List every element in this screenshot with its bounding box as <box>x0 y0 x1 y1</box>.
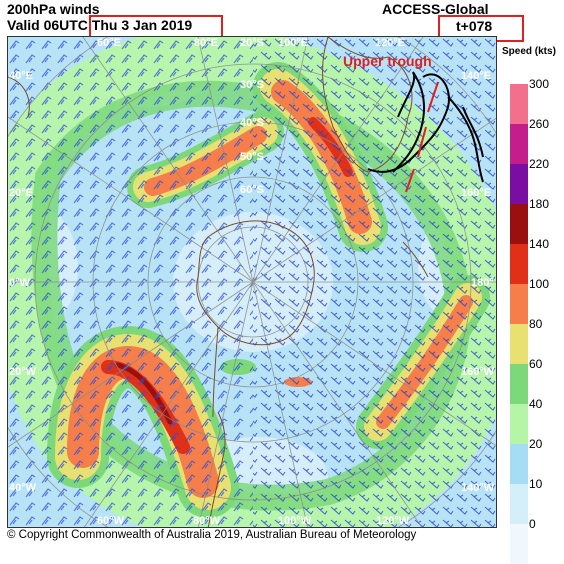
lon-label-bottom-2: 80°W <box>193 515 221 527</box>
legend-swatch <box>510 204 528 244</box>
legend-swatch <box>510 324 528 364</box>
legend-swatch <box>510 364 528 404</box>
legend-tick-label: 140 <box>529 237 550 251</box>
speed-legend: Speed (kts) 300 260 220 180 140 100 80 60 40 20 10… <box>500 36 564 564</box>
lat-label-20s: 20°S <box>240 37 264 49</box>
legend-swatch <box>510 444 528 484</box>
lon-label-left-2: 20°E <box>9 187 33 199</box>
legend-tick-label: 10 <box>529 477 543 491</box>
lon-label-left-3: 0°W <box>9 277 30 289</box>
lon-label-left-1: 40°E <box>9 70 33 82</box>
lon-label-left-5: 40°W <box>9 482 37 494</box>
legend-swatch <box>510 244 528 284</box>
model-name: ACCESS-Global <box>382 1 489 17</box>
lat-label-60s: 60°S <box>240 184 264 196</box>
legend-tick-label: 40 <box>529 397 543 411</box>
lon-label-right-1: 140°E <box>461 70 492 82</box>
chart-title: 200hPa winds <box>7 1 100 17</box>
lon-label-right-5: 140°W <box>461 482 495 494</box>
legend-tick-label: 0 <box>529 517 536 531</box>
lon-label-right-2: 160°E <box>461 187 492 199</box>
lon-label-bottom-1: 60°W <box>97 515 125 527</box>
legend-title: Speed (kts) <box>502 46 556 57</box>
legend-tick-label: 260 <box>529 117 550 131</box>
legend-tick-label: 80 <box>529 317 543 331</box>
wind-map: Upper trough <box>7 36 497 528</box>
legend-swatch <box>510 164 528 204</box>
legend-swatch <box>510 524 528 564</box>
lon-label-top-4: 120°E <box>375 37 406 49</box>
legend-swatch <box>510 284 528 324</box>
upper-trough-label: Upper trough <box>343 53 432 69</box>
lat-label-50s: 50°S <box>240 151 264 163</box>
legend-swatch <box>510 484 528 524</box>
legend-tick-label: 100 <box>529 277 550 291</box>
trough-axis-line <box>405 81 439 193</box>
legend-tick-label: 180 <box>529 197 550 211</box>
lead-time: t+078 <box>456 18 493 34</box>
upper-trough-sketch <box>367 71 484 183</box>
lon-label-top-2: 80°E <box>194 37 218 49</box>
legend-tick-label: 220 <box>529 157 550 171</box>
lon-label-top-3: 100°E <box>278 37 309 49</box>
lon-label-bottom-3: 100°W <box>278 515 312 527</box>
lon-label-right-3: 180° <box>471 277 494 289</box>
lon-label-bottom-4: 120°W <box>376 515 410 527</box>
lon-label-left-4: 20°W <box>9 366 37 378</box>
valid-time: Valid 06UTC Thu 3 Jan 2019 <box>7 17 193 33</box>
lon-label-right-4: 160°W <box>461 366 495 378</box>
legend-swatch <box>510 124 528 164</box>
legend-swatch <box>510 404 528 444</box>
legend-swatch <box>510 84 528 124</box>
lat-label-30s: 30°S <box>240 79 264 91</box>
legend-tick-label: 20 <box>529 437 543 451</box>
legend-tick-label: 60 <box>529 357 543 371</box>
copyright-notice: © Copyright Commonwealth of Australia 20… <box>7 529 417 541</box>
lon-label-top-1: 60°E <box>97 37 121 49</box>
lat-label-40s: 40°S <box>240 117 264 129</box>
legend-tick-label: 300 <box>529 77 550 91</box>
